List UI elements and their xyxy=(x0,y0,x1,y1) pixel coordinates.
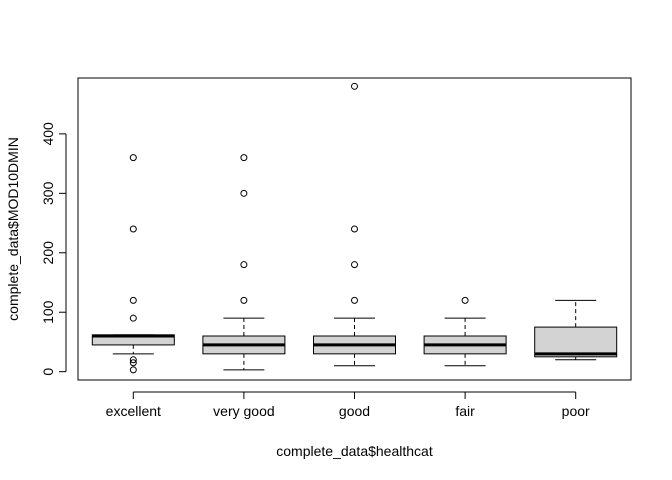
box-excellent xyxy=(91,154,175,374)
outlier-point xyxy=(351,261,358,269)
outlier-point xyxy=(240,154,248,162)
outlier-point xyxy=(129,225,137,233)
box-very-good xyxy=(202,154,286,371)
x-tick-label: good xyxy=(339,403,370,419)
outlier-point xyxy=(351,296,358,304)
y-tick-label: 0 xyxy=(40,368,56,376)
x-axis: excellent very good good fair poor xyxy=(106,391,590,419)
y-tick-label: 200 xyxy=(40,241,56,265)
outlier-point xyxy=(129,154,137,162)
x-tick-label: very good xyxy=(213,403,274,419)
y-tick-label: 400 xyxy=(40,122,56,146)
outlier-point xyxy=(240,296,248,304)
x-tick-label: poor xyxy=(562,403,590,419)
outlier-point xyxy=(351,225,358,233)
x-axis-label: complete_data$healthcat xyxy=(276,443,433,459)
box-iqr xyxy=(534,326,618,358)
outlier-point xyxy=(129,356,137,364)
box-good xyxy=(313,82,396,367)
outlier-point xyxy=(129,314,137,322)
outlier-point xyxy=(461,296,469,304)
outlier-point xyxy=(240,189,248,197)
box-poor xyxy=(534,299,618,361)
outlier-point xyxy=(240,261,248,269)
box-fair xyxy=(423,296,507,367)
outlier-point xyxy=(129,359,137,367)
box-series xyxy=(91,82,618,374)
outlier-point xyxy=(129,296,137,304)
x-tick-label: fair xyxy=(455,403,475,419)
y-axis-label: complete_data$MOD10DMIN xyxy=(5,137,21,321)
x-tick-label: excellent xyxy=(106,403,161,419)
y-tick-label: 300 xyxy=(40,181,56,205)
y-tick-label: 100 xyxy=(40,300,56,324)
outlier-point xyxy=(129,366,137,374)
plot-frame xyxy=(77,77,632,381)
outlier-point xyxy=(351,82,358,90)
y-axis: 0 100 200 300 400 xyxy=(40,122,67,376)
